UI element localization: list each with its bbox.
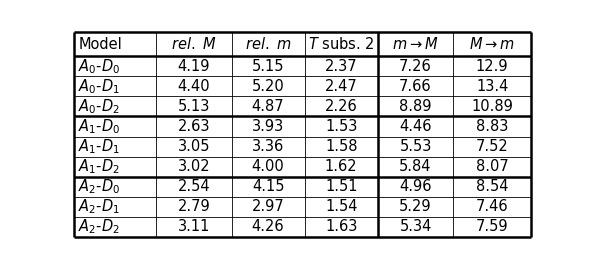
Text: 3.93: 3.93 bbox=[252, 119, 284, 134]
Text: 7.59: 7.59 bbox=[476, 219, 509, 234]
Text: 5.34: 5.34 bbox=[399, 219, 432, 234]
Text: 3.11: 3.11 bbox=[178, 219, 210, 234]
Text: 12.9: 12.9 bbox=[476, 59, 509, 74]
Text: 4.87: 4.87 bbox=[252, 99, 284, 114]
Text: 10.89: 10.89 bbox=[471, 99, 513, 114]
Text: 2.54: 2.54 bbox=[178, 179, 210, 194]
Text: 1.51: 1.51 bbox=[325, 179, 358, 194]
Text: $m{\rightarrow}M$: $m{\rightarrow}M$ bbox=[392, 36, 439, 52]
Text: 7.52: 7.52 bbox=[476, 139, 509, 154]
Text: 1.62: 1.62 bbox=[325, 159, 358, 174]
Text: $\mathit{rel.\ M}$: $\mathit{rel.\ M}$ bbox=[171, 36, 217, 52]
Text: 1.54: 1.54 bbox=[325, 199, 358, 214]
Text: 5.84: 5.84 bbox=[399, 159, 432, 174]
Text: 4.96: 4.96 bbox=[399, 179, 432, 194]
Text: 3.05: 3.05 bbox=[178, 139, 210, 154]
Text: 8.07: 8.07 bbox=[476, 159, 509, 174]
Text: 5.13: 5.13 bbox=[178, 99, 210, 114]
Text: 5.53: 5.53 bbox=[399, 139, 432, 154]
Text: 4.40: 4.40 bbox=[178, 79, 210, 94]
Text: 3.36: 3.36 bbox=[252, 139, 284, 154]
Text: 4.00: 4.00 bbox=[252, 159, 284, 174]
Text: $A_2$-$D_0$: $A_2$-$D_0$ bbox=[78, 177, 120, 196]
Text: 2.63: 2.63 bbox=[178, 119, 210, 134]
Text: 2.47: 2.47 bbox=[325, 79, 358, 94]
Text: 4.26: 4.26 bbox=[252, 219, 284, 234]
Text: $M{\rightarrow}m$: $M{\rightarrow}m$ bbox=[469, 36, 515, 52]
Text: 4.19: 4.19 bbox=[178, 59, 210, 74]
Text: $A_0$-$D_1$: $A_0$-$D_1$ bbox=[78, 77, 120, 96]
Text: 2.97: 2.97 bbox=[252, 199, 284, 214]
Text: $A_1$-$D_2$: $A_1$-$D_2$ bbox=[78, 157, 120, 176]
Text: 7.26: 7.26 bbox=[399, 59, 432, 74]
Text: Model: Model bbox=[78, 37, 122, 52]
Text: 5.29: 5.29 bbox=[399, 199, 432, 214]
Text: 1.58: 1.58 bbox=[325, 139, 358, 154]
Text: 7.66: 7.66 bbox=[399, 79, 432, 94]
Text: 1.53: 1.53 bbox=[325, 119, 358, 134]
Text: 8.83: 8.83 bbox=[476, 119, 509, 134]
Text: $\mathit{T}$ subs. 2: $\mathit{T}$ subs. 2 bbox=[308, 36, 375, 52]
Text: 13.4: 13.4 bbox=[476, 79, 509, 94]
Text: $\mathit{rel.\ m}$: $\mathit{rel.\ m}$ bbox=[245, 36, 291, 52]
Text: 2.37: 2.37 bbox=[325, 59, 358, 74]
Text: 3.02: 3.02 bbox=[178, 159, 210, 174]
Text: $A_0$-$D_2$: $A_0$-$D_2$ bbox=[78, 97, 120, 116]
Text: 8.89: 8.89 bbox=[399, 99, 432, 114]
Text: 2.26: 2.26 bbox=[325, 99, 358, 114]
Text: 4.46: 4.46 bbox=[399, 119, 432, 134]
Text: 5.15: 5.15 bbox=[252, 59, 284, 74]
Text: 7.46: 7.46 bbox=[476, 199, 509, 214]
Text: $A_0$-$D_0$: $A_0$-$D_0$ bbox=[78, 57, 120, 76]
Text: 8.54: 8.54 bbox=[476, 179, 509, 194]
Text: $A_1$-$D_1$: $A_1$-$D_1$ bbox=[78, 137, 120, 156]
Text: 2.79: 2.79 bbox=[178, 199, 210, 214]
Text: $A_2$-$D_1$: $A_2$-$D_1$ bbox=[78, 197, 120, 216]
Text: $A_2$-$D_2$: $A_2$-$D_2$ bbox=[78, 218, 120, 236]
Text: $A_1$-$D_0$: $A_1$-$D_0$ bbox=[78, 117, 120, 136]
Text: 5.20: 5.20 bbox=[252, 79, 284, 94]
Text: 4.15: 4.15 bbox=[252, 179, 284, 194]
Text: 1.63: 1.63 bbox=[325, 219, 358, 234]
